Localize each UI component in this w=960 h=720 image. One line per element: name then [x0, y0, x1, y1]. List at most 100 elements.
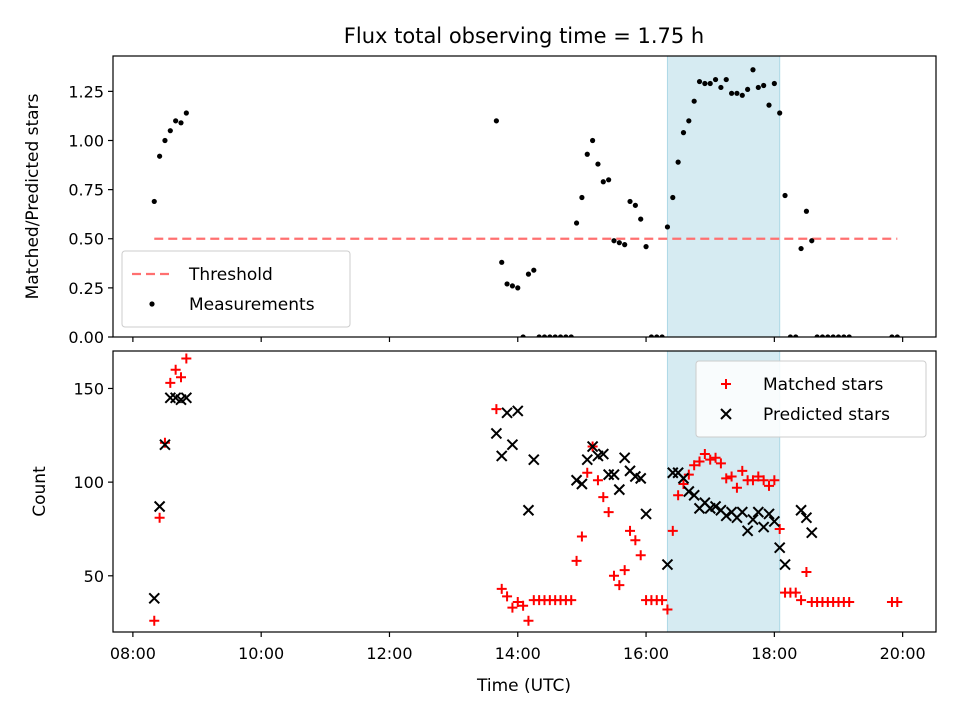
measurement-point: [173, 118, 179, 124]
measurement-point: [183, 110, 189, 116]
top-panel: 0.00 0.25 0.50 0.75 1.00 1.25 Matched/Predicte…: [23, 55, 937, 347]
x-tick-label: 16:00: [623, 644, 669, 663]
predicted-star-point: [608, 468, 620, 481]
predicted-star-point: [640, 508, 652, 520]
predicted-star-point: [528, 453, 540, 466]
measurement-point: [525, 271, 532, 277]
predicted-star-point: [763, 508, 775, 520]
matched-star-point: [603, 507, 614, 518]
predicted-star-point: [618, 452, 631, 464]
measurement-point: [595, 161, 601, 167]
matched-star-point: [769, 475, 780, 486]
measurement-point: [622, 242, 628, 248]
y-axis-label: Matched/Predicted stars: [23, 93, 43, 299]
measurement-point: [563, 334, 569, 337]
predicted-star-point: [773, 541, 786, 554]
matched-star-point: [667, 525, 678, 536]
matched-star-point: [764, 480, 775, 491]
measurement-point: [557, 334, 564, 337]
measurement-point: [151, 198, 157, 205]
measurement-point: [167, 128, 173, 134]
x-axis-label: Time (UTC): [476, 676, 571, 696]
legend: Threshold Measurements: [121, 250, 351, 328]
predicted-star-point: [506, 438, 519, 451]
measurement-point: [771, 80, 777, 87]
matched-star-point: [154, 512, 165, 523]
measurement-point: [750, 67, 756, 73]
predicted-star-point: [501, 407, 513, 419]
legend: Matched stars Predicted stars: [695, 360, 927, 438]
predicted-star-point: [709, 500, 722, 513]
measurement-point: [600, 179, 606, 185]
legend-label: Matched stars: [763, 375, 883, 395]
matched-star-point: [673, 490, 684, 501]
predicted-star-point: [613, 483, 626, 496]
matched-star-point: [630, 535, 641, 546]
highlight-band: [666, 55, 781, 338]
measurement-point: [798, 245, 804, 252]
predicted-star-point: [164, 392, 177, 404]
y-tick-label: 0.50: [68, 230, 104, 249]
measurement-point: [493, 118, 499, 124]
measurement-point: [745, 86, 751, 93]
predicted-star-point: [677, 472, 690, 485]
predicted-star-point: [661, 558, 674, 571]
y-tick-label: 100: [73, 473, 104, 492]
measurement-point: [680, 130, 687, 136]
predicted-star-point: [570, 474, 583, 486]
legend-label: Predicted stars: [763, 405, 890, 425]
y-tick-label: 1.00: [68, 131, 104, 150]
matched-star-point: [566, 595, 577, 606]
plot-area: [151, 67, 900, 337]
measurement-point: [766, 102, 772, 108]
predicted-star-point: [768, 515, 781, 528]
measurement-point: [702, 80, 708, 87]
y-tick-label: 0.75: [68, 181, 104, 200]
matched-star-point: [753, 471, 764, 482]
measurement-point: [889, 334, 895, 337]
measurement-point: [157, 153, 163, 159]
matched-star-point: [165, 377, 176, 388]
predicted-star-point: [602, 468, 615, 481]
predicted-star-point: [635, 472, 647, 485]
matched-star-point: [625, 525, 636, 536]
measurement-point: [654, 334, 660, 337]
matched-star-point: [518, 600, 529, 611]
matched-star-point: [737, 465, 748, 476]
measurement-point: [584, 151, 590, 157]
predicted-star-point: [180, 392, 193, 404]
measurement-point: [643, 244, 649, 250]
legend-label: Threshold: [188, 265, 273, 285]
chart-title: Flux total observing time = 1.75 h: [344, 24, 704, 48]
matched-star-point: [491, 404, 502, 415]
measurement-point: [638, 216, 644, 222]
measurement-point: [696, 78, 703, 85]
matched-star-point: [657, 595, 668, 606]
predicted-star-point: [736, 506, 748, 518]
measurement-point: [162, 137, 168, 144]
y-axis-label: Count: [30, 466, 50, 517]
predicted-star-point: [597, 448, 610, 460]
matched-star-point: [635, 550, 646, 561]
matched-star-point: [619, 565, 630, 576]
legend-matched-swatch: [721, 379, 731, 389]
matched-star-point: [181, 353, 192, 364]
measurement-point: [499, 259, 505, 265]
measurement-point: [627, 198, 633, 205]
predicted-star-point: [747, 513, 759, 526]
measurement-point: [707, 80, 713, 87]
legend-predicted-swatch: [720, 408, 732, 420]
measurement-point: [568, 334, 574, 337]
predicted-star-point: [586, 440, 599, 453]
matched-star-point: [790, 587, 801, 598]
legend-measurement-swatch: [149, 301, 155, 307]
x-tick-label: 12:00: [366, 644, 412, 663]
measurement-point: [809, 238, 815, 244]
matched-star-point: [726, 471, 737, 482]
measurement-point: [541, 334, 548, 337]
matched-star-point: [582, 467, 593, 478]
measurement-point: [761, 82, 767, 89]
predicted-star-point: [688, 489, 700, 501]
predicted-star-point: [490, 427, 503, 440]
